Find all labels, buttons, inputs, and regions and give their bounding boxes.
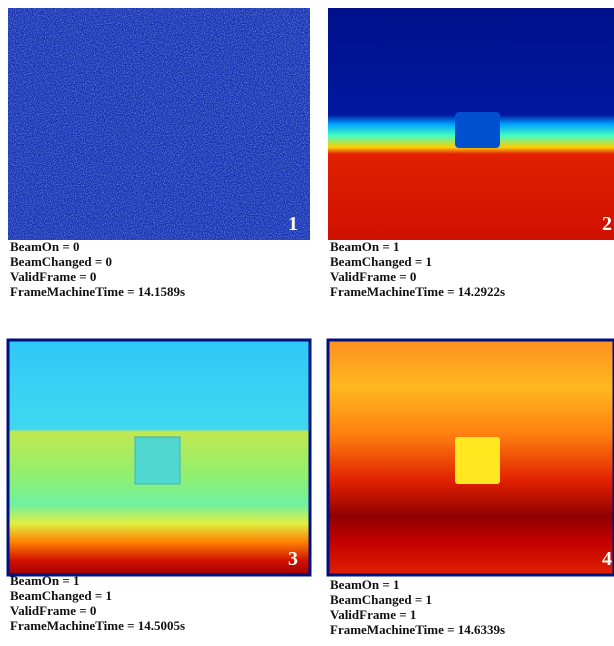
panel-1-image bbox=[8, 8, 310, 240]
panel-number: 4 bbox=[602, 548, 612, 570]
caption-line: FrameMachineTime = 14.6339s bbox=[330, 622, 505, 637]
caption-line: BeamChanged = 1 bbox=[330, 592, 432, 607]
panel-3-image bbox=[8, 340, 310, 575]
caption-line: BeamOn = 0 bbox=[10, 239, 80, 254]
caption-line: BeamChanged = 1 bbox=[10, 588, 112, 603]
caption-line: BeamOn = 1 bbox=[330, 239, 400, 254]
figure: 1BeamOn = 0BeamChanged = 0ValidFrame = 0… bbox=[0, 0, 614, 646]
panel-4-image bbox=[328, 340, 614, 575]
panel-number: 1 bbox=[288, 213, 298, 235]
page: 1BeamOn = 0BeamChanged = 0ValidFrame = 0… bbox=[0, 0, 614, 646]
caption-line: BeamOn = 1 bbox=[10, 573, 80, 588]
caption-line: FrameMachineTime = 14.2922s bbox=[330, 284, 505, 299]
panel-number: 2 bbox=[602, 213, 612, 235]
caption-line: BeamChanged = 1 bbox=[330, 254, 432, 269]
caption-line: ValidFrame = 0 bbox=[330, 269, 416, 284]
panel-number: 3 bbox=[288, 548, 298, 570]
caption-line: BeamOn = 1 bbox=[330, 577, 400, 592]
caption-line: FrameMachineTime = 14.1589s bbox=[10, 284, 185, 299]
caption-line: FrameMachineTime = 14.5005s bbox=[10, 618, 185, 633]
caption-line: ValidFrame = 0 bbox=[10, 603, 96, 618]
caption-line: BeamChanged = 0 bbox=[10, 254, 112, 269]
caption-line: ValidFrame = 1 bbox=[330, 607, 416, 622]
caption-line: ValidFrame = 0 bbox=[10, 269, 96, 284]
panel-2-image bbox=[328, 8, 614, 240]
